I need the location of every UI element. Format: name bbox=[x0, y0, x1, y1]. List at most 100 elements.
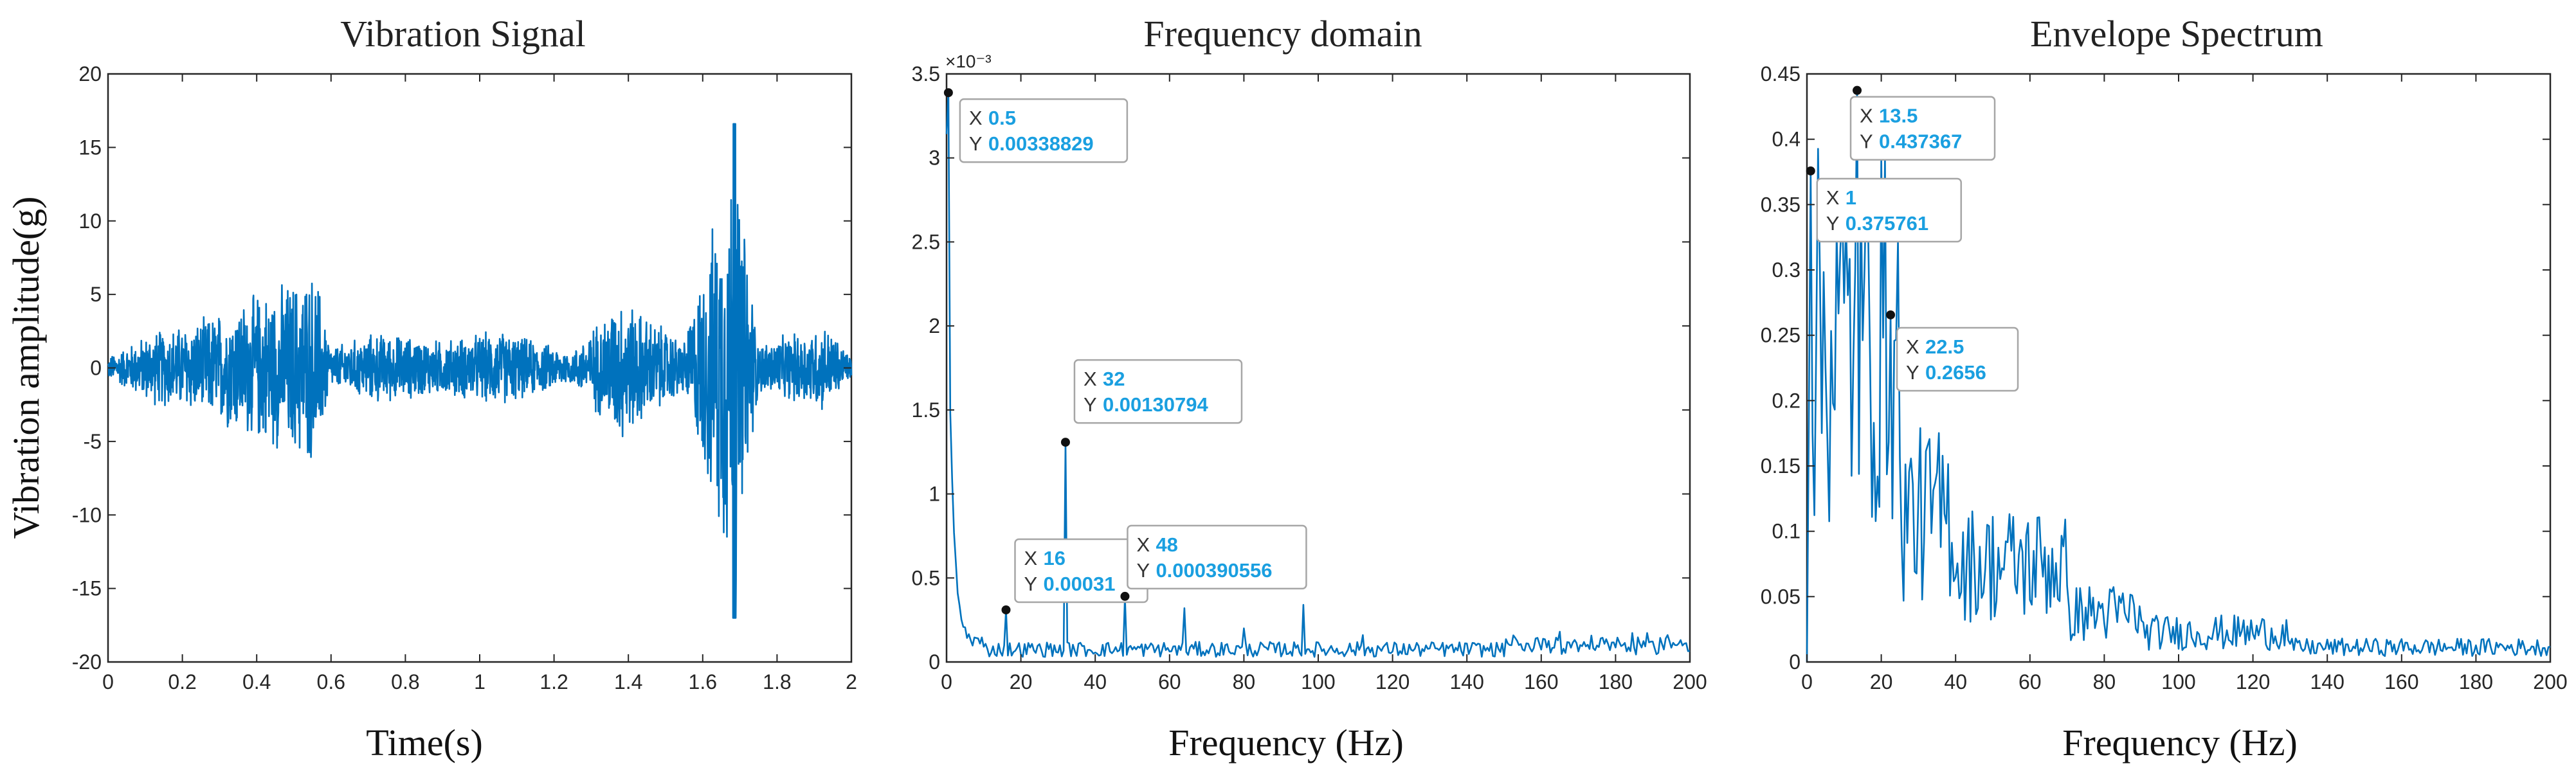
panel-frequency: Frequency domain 0 20 40 60 80 100 120 140 160 18… bbox=[912, 13, 1707, 764]
vibration-xtick-label: 0.4 bbox=[242, 670, 271, 693]
vibration-xtick-label: 0 bbox=[102, 670, 114, 693]
envelope-ytick-label: 0.1 bbox=[1772, 520, 1800, 543]
envelope-xtick-label: 160 bbox=[2384, 670, 2418, 693]
frequency-xtick-label: 140 bbox=[1450, 670, 1484, 693]
envelope-datatip-x-key: X bbox=[1860, 105, 1873, 127]
frequency-datatip-marker[interactable] bbox=[1001, 605, 1011, 614]
envelope-datatip-x-value: 1 bbox=[1846, 186, 1856, 209]
envelope-xtick-label: 20 bbox=[1870, 670, 1893, 693]
vibration-xtick-label: 1.8 bbox=[763, 670, 791, 693]
frequency-datatip-x-value: 16 bbox=[1043, 547, 1065, 569]
envelope-datatip[interactable]: X 22.5 Y 0.2656 bbox=[1886, 310, 2019, 392]
vibration-ytick-label: -20 bbox=[72, 650, 102, 674]
envelope-datatip-y-value: 0.2656 bbox=[1925, 361, 1986, 384]
vibration-ytick-label: 10 bbox=[78, 210, 102, 233]
envelope-datatip-y-value: 0.437367 bbox=[1879, 130, 1962, 153]
frequency-datatip-y-key: Y bbox=[1136, 559, 1150, 582]
frequency-datatip-box bbox=[1073, 359, 1243, 424]
frequency-y-multiplier: ×10⁻³ bbox=[945, 51, 992, 71]
frequency-datatip[interactable]: X 32 Y 0.00130794 bbox=[1060, 359, 1243, 447]
panel-envelope: Envelope Spectrum 0 20 40 60 80 100 120 140 160 1… bbox=[1761, 13, 2568, 764]
envelope-trace bbox=[1806, 89, 2551, 663]
frequency-datatip[interactable]: X 48 Y 0.000390556 bbox=[1120, 524, 1307, 601]
frequency-datatip-x-key: X bbox=[1084, 368, 1097, 390]
frequency-datatip[interactable]: X 0.5Y 0.00338829 bbox=[943, 88, 1129, 163]
vibration-xtick-label: 1.2 bbox=[540, 670, 568, 693]
vibration-ytick-label: 5 bbox=[90, 283, 102, 306]
vibration-xtick-label: 1.6 bbox=[689, 670, 717, 693]
frequency-ytick-label: 1 bbox=[929, 483, 940, 506]
envelope-xtick-label: 0 bbox=[1801, 670, 1813, 693]
frequency-datatip-y-value: 0.000390556 bbox=[1156, 559, 1272, 582]
frequency-title: Frequency domain bbox=[1143, 13, 1422, 55]
vibration-xtick-label: 1.4 bbox=[614, 670, 642, 693]
envelope-xlabel: Frequency (Hz) bbox=[2062, 722, 2298, 764]
envelope-ytick-label: 0 bbox=[1789, 650, 1800, 674]
envelope-datatip-x-value: 13.5 bbox=[1879, 105, 1918, 127]
envelope-datatip-y-key: Y bbox=[1906, 361, 1919, 384]
envelope-datatip-box bbox=[1896, 326, 2019, 392]
frequency-xtick-label: 120 bbox=[1375, 670, 1410, 693]
vibration-ytick-label: -15 bbox=[72, 577, 102, 600]
envelope-xtick-label: 40 bbox=[1944, 670, 1967, 693]
envelope-ytick-label: 0.15 bbox=[1761, 454, 1800, 478]
frequency-xtick-label: 160 bbox=[1524, 670, 1558, 693]
frequency-datatip-x-key: X bbox=[1024, 547, 1037, 569]
frequency-xtick-label: 100 bbox=[1301, 670, 1335, 693]
vibration-ytick-label: 20 bbox=[78, 62, 102, 85]
frequency-xtick-label: 40 bbox=[1084, 670, 1107, 693]
frequency-xtick-label: 80 bbox=[1233, 670, 1256, 693]
frequency-xtick-label: 60 bbox=[1158, 670, 1181, 693]
frequency-datatip-x-value: 32 bbox=[1103, 368, 1125, 390]
frequency-xtick-label: 180 bbox=[1599, 670, 1633, 693]
frequency-xlabel: Frequency (Hz) bbox=[1168, 722, 1404, 764]
frequency-xtick-label: 20 bbox=[1010, 670, 1033, 693]
envelope-ytick-label: 0.4 bbox=[1772, 128, 1800, 151]
vibration-title: Vibration Signal bbox=[340, 13, 586, 55]
envelope-datatip-marker[interactable] bbox=[1853, 85, 1862, 95]
envelope-datatip-box bbox=[1849, 96, 1996, 161]
envelope-datatip-x-key: X bbox=[1826, 186, 1840, 209]
envelope-datatip-box bbox=[1816, 177, 1963, 243]
envelope-datatip-y-value: 0.375761 bbox=[1846, 212, 1928, 235]
frequency-datatip-marker[interactable] bbox=[943, 88, 953, 98]
envelope-xtick-label: 60 bbox=[2018, 670, 2042, 693]
frequency-datatip-marker[interactable] bbox=[1060, 438, 1070, 447]
frequency-datatip-y-key: Y bbox=[969, 132, 983, 155]
frequency-datatip-y-value: 0.00031 bbox=[1043, 573, 1115, 595]
vibration-ytick-label: 15 bbox=[78, 136, 102, 159]
frequency-ytick-label: 1.5 bbox=[912, 398, 940, 422]
panel-vibration: Vibration Signal 0 0.2 0.4 0.6 0.8 1 1.2 1.4 1.6… bbox=[5, 13, 857, 764]
frequency-datatip-y-key: Y bbox=[1024, 573, 1037, 595]
frequency-ytick-label: 3.5 bbox=[912, 62, 940, 85]
frequency-datatip-marker[interactable] bbox=[1120, 591, 1130, 601]
vibration-trace bbox=[107, 123, 853, 619]
envelope-datatip[interactable]: X 1Y 0.375761 bbox=[1806, 166, 1963, 243]
envelope-xtick-label: 200 bbox=[2533, 670, 2567, 693]
frequency-ytick-label: 2.5 bbox=[912, 230, 940, 253]
envelope-ytick-label: 0.05 bbox=[1761, 585, 1800, 608]
envelope-datatip[interactable]: X 13.5 Y 0.437367 bbox=[1849, 85, 1996, 161]
frequency-datatip[interactable]: X 16 Y 0.00031 bbox=[1001, 538, 1148, 614]
envelope-ytick-label: 0.35 bbox=[1761, 193, 1800, 216]
frequency-xtick-label: 200 bbox=[1673, 670, 1707, 693]
envelope-datatip-marker[interactable] bbox=[1806, 166, 1815, 175]
frequency-datatip-y-value: 0.00130794 bbox=[1103, 393, 1209, 416]
envelope-xtick-label: 100 bbox=[2161, 670, 2195, 693]
frequency-datatip-x-key: X bbox=[969, 107, 983, 129]
frequency-datatip-x-value: 0.5 bbox=[988, 107, 1016, 129]
frequency-datatip-x-value: 48 bbox=[1156, 533, 1177, 556]
frequency-datatip-box bbox=[959, 98, 1129, 163]
vibration-xlabel: Time(s) bbox=[366, 722, 483, 764]
envelope-datatip-y-key: Y bbox=[1826, 212, 1840, 235]
envelope-ytick-label: 0.3 bbox=[1772, 258, 1800, 281]
envelope-ytick-label: 0.2 bbox=[1772, 389, 1800, 412]
vibration-ytick-label: -5 bbox=[84, 430, 102, 453]
envelope-datatip-marker[interactable] bbox=[1886, 310, 1896, 319]
envelope-xtick-label: 140 bbox=[2310, 670, 2345, 693]
vibration-ylabel: Vibration amplitude(g) bbox=[5, 197, 47, 539]
vibration-xtick-label: 0.6 bbox=[317, 670, 345, 693]
frequency-datatip-x-key: X bbox=[1136, 533, 1150, 556]
